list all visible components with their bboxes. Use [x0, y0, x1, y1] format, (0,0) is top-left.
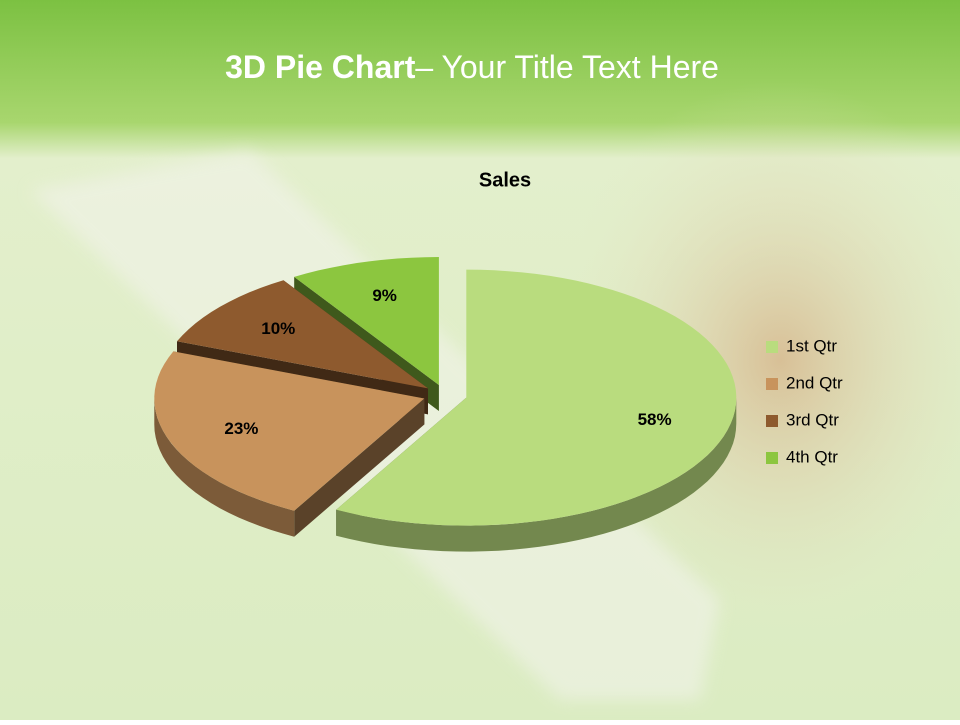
pie-slice [336, 269, 737, 526]
legend-label: 2nd Qtr [786, 373, 843, 392]
legend-label: 3rd Qtr [786, 410, 839, 429]
pie-slice [154, 351, 425, 511]
legend-swatch [766, 452, 778, 464]
legend: 1st Qtr 2nd Qtr 3rd Qtr 4th Qtr [766, 336, 843, 466]
pie: 9% 10% 58% 23% [154, 257, 737, 552]
slide-title-rest: – Your Title Text Here [415, 49, 719, 85]
slice-side [294, 398, 425, 537]
data-label: 23% [224, 419, 258, 438]
slide-title: 3D Pie Chart– Your Title Text Here [225, 49, 719, 85]
legend-label: 1st Qtr [786, 336, 837, 355]
legend-swatch [766, 378, 778, 390]
chart-title: Sales [479, 169, 531, 191]
legend-swatch [766, 415, 778, 427]
data-label: 10% [261, 319, 295, 338]
pie-slice [177, 280, 428, 389]
legend-label: 4th Qtr [786, 447, 838, 466]
slide-title-bold: 3D Pie Chart [225, 49, 416, 85]
data-label: 9% [372, 286, 397, 305]
pie-slice [294, 257, 439, 385]
slice-side [336, 397, 737, 552]
legend-swatch [766, 341, 778, 353]
data-label: 58% [638, 410, 672, 429]
slice-side [154, 398, 295, 537]
